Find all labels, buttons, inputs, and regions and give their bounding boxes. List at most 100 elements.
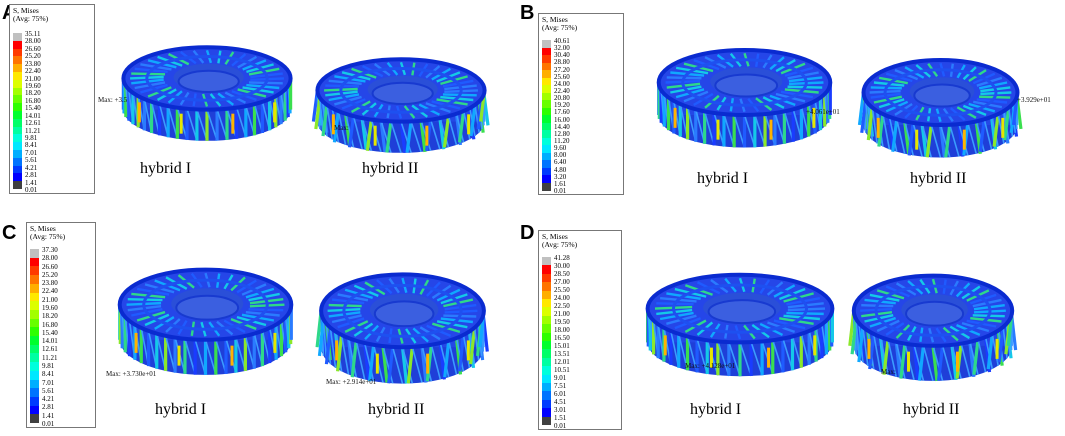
lattice-strut <box>936 345 945 381</box>
lattice-strut <box>877 113 885 147</box>
legend-swatch <box>30 318 39 328</box>
lattice-diagonal <box>717 341 730 377</box>
legend-value: 41.28 <box>554 254 570 262</box>
legend-value: 7.01 <box>25 148 38 157</box>
legend-value: 25.20 <box>42 270 58 279</box>
legend-swatch <box>542 383 551 392</box>
lattice-diagonal <box>895 119 906 154</box>
legend-swatch <box>30 301 39 311</box>
lattice-mid-ring <box>339 67 463 114</box>
legend-swatch <box>13 95 22 104</box>
lattice-strut <box>314 97 322 130</box>
lattice-diagonal <box>750 341 763 376</box>
lattice-diagonal <box>895 341 906 379</box>
lattice-diagonal <box>941 345 953 381</box>
lattice-diagonal <box>340 334 350 375</box>
lattice-strut <box>997 326 1005 363</box>
legend-swatch <box>542 55 551 63</box>
legend-value: 0.01 <box>554 187 567 195</box>
legend-swatch <box>13 103 22 112</box>
hybrid-2-model <box>857 58 1023 158</box>
lattice-strut <box>442 115 451 148</box>
lattice-diagonal <box>352 115 363 150</box>
legend-swatch <box>542 299 551 308</box>
lattice-strut <box>978 119 986 152</box>
panel-d: D S, Mises (Avg: 75%) 41.28 30.00 28.50 27.… <box>520 218 1065 434</box>
legend-value: 18.00 <box>554 326 570 334</box>
lattice-diagonal <box>932 345 944 381</box>
legend-value: 3.01 <box>554 406 567 414</box>
lattice-diagonal <box>382 345 394 384</box>
legend-swatch <box>542 175 551 183</box>
legend-swatch <box>542 85 551 93</box>
lattice-diagonal <box>754 114 766 147</box>
legend-value: 12.61 <box>25 119 41 128</box>
legend-value: 6.40 <box>554 158 567 167</box>
max-annotation: Max: +3.5 <box>98 96 128 104</box>
legend-swatch <box>542 357 551 367</box>
legend-swatch <box>13 33 22 42</box>
lattice-strut <box>405 121 413 153</box>
legend-swatch <box>542 152 551 161</box>
legend-swatch <box>542 47 551 56</box>
caption-hybrid-2: hybrid II <box>362 160 419 177</box>
max-annotation: +3.929e+01 <box>1017 96 1051 104</box>
lattice-diagonal <box>206 109 218 141</box>
legend-value: 25.50 <box>554 286 570 294</box>
lattice-diagonal <box>216 109 228 141</box>
legend-value: 35.11 <box>25 30 41 38</box>
legend-value: 30.00 <box>554 262 570 270</box>
lattice-strut <box>324 327 333 365</box>
lattice-strut <box>972 339 980 375</box>
legend-value: 23.80 <box>25 59 41 68</box>
lattice-strut <box>365 119 373 151</box>
legend-value: 19.50 <box>554 318 570 326</box>
lattice-strut <box>955 343 963 379</box>
legend-value: 28.00 <box>42 254 58 263</box>
lattice-strut <box>381 345 389 383</box>
lattice-diagonal <box>939 124 951 158</box>
legend-swatch <box>542 160 551 168</box>
legend-value: 8.00 <box>554 151 567 160</box>
lattice-strut <box>950 344 958 381</box>
legend-value: 11.21 <box>25 126 41 135</box>
legend-value: 15.40 <box>42 328 58 337</box>
panel-b: B S, Mises (Avg: 75%) 40.61 32.00 30.40 28.… <box>520 0 1065 216</box>
lattice-diagonal <box>960 343 971 378</box>
lattice-diagonal <box>733 114 746 148</box>
legend-swatch <box>542 366 551 376</box>
legend-value: 22.40 <box>42 287 58 296</box>
legend-swatch <box>30 379 39 389</box>
lattice-diagonal <box>363 342 375 382</box>
stress-legend: S, Mises (Avg: 75%) 40.61 32.00 30.40 28.80… <box>538 13 624 195</box>
lattice-mid-ring <box>681 58 808 107</box>
legend-color-bar <box>542 40 551 191</box>
lattice-strut <box>317 319 326 357</box>
panel-a: A S, Mises (Avg: 75%) 35.1128.0026.6025.… <box>0 0 530 216</box>
max-annotation: Max: +4.128e+01 <box>685 362 736 370</box>
legend-value: 27.00 <box>554 278 570 286</box>
lattice-diagonal <box>969 341 979 375</box>
hybrid-1-model <box>656 48 833 148</box>
legend-value: 16.50 <box>554 334 570 342</box>
central-hole-inner <box>177 69 240 94</box>
lattice-diagonal <box>447 115 458 146</box>
legend-value: 0.01 <box>554 422 567 430</box>
legend-swatch <box>542 324 551 334</box>
max-annotation: Max: +3.730e+01 <box>106 370 157 378</box>
legend-swatch <box>542 130 551 138</box>
lattice-diagonal <box>439 342 450 378</box>
lattice-strut <box>891 119 899 152</box>
legend-value: 11.21 <box>42 353 58 362</box>
lattice-strut <box>899 343 907 379</box>
panel-label: C <box>2 222 17 244</box>
hybrid-1-model <box>121 45 293 142</box>
lattice-diagonal <box>696 338 709 375</box>
legend-value: 1.41 <box>25 178 38 187</box>
lattice-diagonal <box>430 344 442 380</box>
legend-value: 3.20 <box>554 172 567 181</box>
lattice-strut <box>457 110 466 143</box>
caption-hybrid-1: hybrid I <box>140 160 192 177</box>
legend-value: 9.01 <box>554 374 567 382</box>
lattice-strut <box>931 345 939 382</box>
